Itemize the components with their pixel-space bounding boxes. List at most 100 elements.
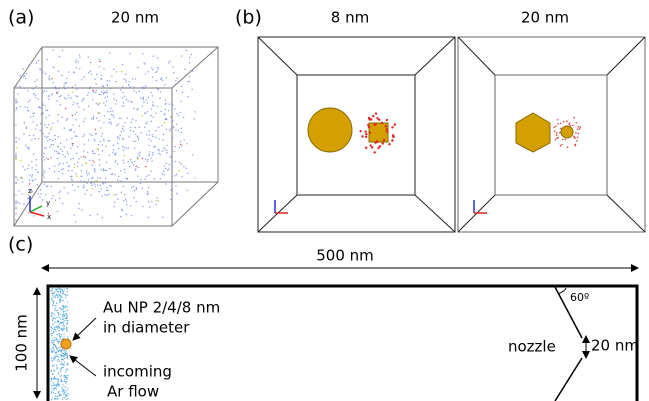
atom [62, 203, 63, 204]
atom [28, 65, 29, 66]
atom [26, 205, 27, 206]
atom [181, 132, 182, 133]
atom [123, 186, 124, 187]
atom [577, 128, 579, 130]
atom [78, 61, 79, 62]
atom [177, 78, 178, 79]
atom [70, 130, 71, 131]
atom [78, 208, 79, 209]
atom [48, 98, 49, 99]
atom [94, 171, 95, 172]
atom [24, 122, 25, 123]
atom [578, 133, 580, 135]
atom [62, 293, 63, 294]
atom [78, 158, 79, 159]
atom [63, 386, 64, 387]
atom [162, 173, 163, 174]
atom [123, 105, 124, 106]
atom [52, 49, 53, 50]
atom [99, 141, 100, 142]
atom [71, 129, 72, 130]
atom [20, 86, 21, 87]
atom [67, 393, 68, 394]
atom [60, 296, 61, 297]
atom [160, 111, 161, 112]
atom [59, 153, 60, 154]
atom [189, 62, 190, 63]
atom [158, 200, 159, 201]
atom [118, 148, 119, 149]
atom [563, 121, 565, 123]
atom [49, 139, 50, 140]
atom [39, 106, 40, 107]
atom [577, 137, 579, 139]
atom [57, 211, 58, 212]
atom [37, 98, 38, 99]
flow-label: incoming [103, 363, 172, 381]
atom [151, 92, 152, 93]
atom [66, 390, 67, 391]
atom [65, 395, 66, 396]
atom [60, 298, 61, 299]
atom [58, 178, 59, 179]
atom [64, 128, 65, 129]
atom [157, 57, 158, 58]
atom [107, 190, 108, 191]
atom [84, 181, 85, 182]
atom [94, 168, 95, 169]
atom [166, 163, 167, 164]
atom [15, 208, 16, 209]
atom [107, 80, 108, 81]
atom [62, 300, 63, 301]
atom [57, 341, 58, 342]
atom [112, 173, 113, 174]
atom [98, 191, 99, 192]
atom [15, 158, 16, 159]
atom [28, 165, 29, 166]
nanoparticle [308, 108, 352, 152]
atom [111, 174, 112, 175]
atom [53, 378, 54, 379]
atom [57, 360, 58, 361]
atom [135, 134, 136, 135]
atom [15, 203, 16, 204]
atom [579, 128, 581, 130]
atom [88, 173, 89, 174]
atom [51, 335, 52, 336]
atom [51, 293, 52, 294]
atom [146, 176, 147, 177]
atom [158, 89, 159, 90]
atom [58, 384, 59, 385]
atom [114, 154, 115, 155]
atom [24, 169, 25, 170]
atom [103, 93, 104, 94]
atom [125, 79, 126, 80]
atom [62, 50, 63, 51]
atom [95, 83, 96, 84]
atom [34, 112, 35, 113]
atom [15, 124, 16, 125]
atom [40, 69, 41, 70]
atom [63, 323, 64, 324]
atom [81, 170, 82, 171]
atom [53, 318, 54, 319]
atom [99, 61, 100, 62]
atom [53, 365, 54, 366]
atom [35, 169, 36, 170]
atom [169, 157, 170, 158]
atom [48, 124, 49, 125]
atom [575, 132, 577, 134]
atom [126, 81, 127, 82]
atom [157, 197, 158, 198]
atom [51, 399, 52, 400]
atom [94, 153, 95, 154]
atom [97, 148, 98, 149]
atom [100, 78, 101, 79]
atom [54, 293, 55, 294]
atom [99, 164, 100, 165]
atom [180, 144, 181, 145]
atom [77, 146, 78, 147]
atom [67, 295, 68, 296]
atom [139, 91, 140, 92]
atom [171, 156, 172, 157]
